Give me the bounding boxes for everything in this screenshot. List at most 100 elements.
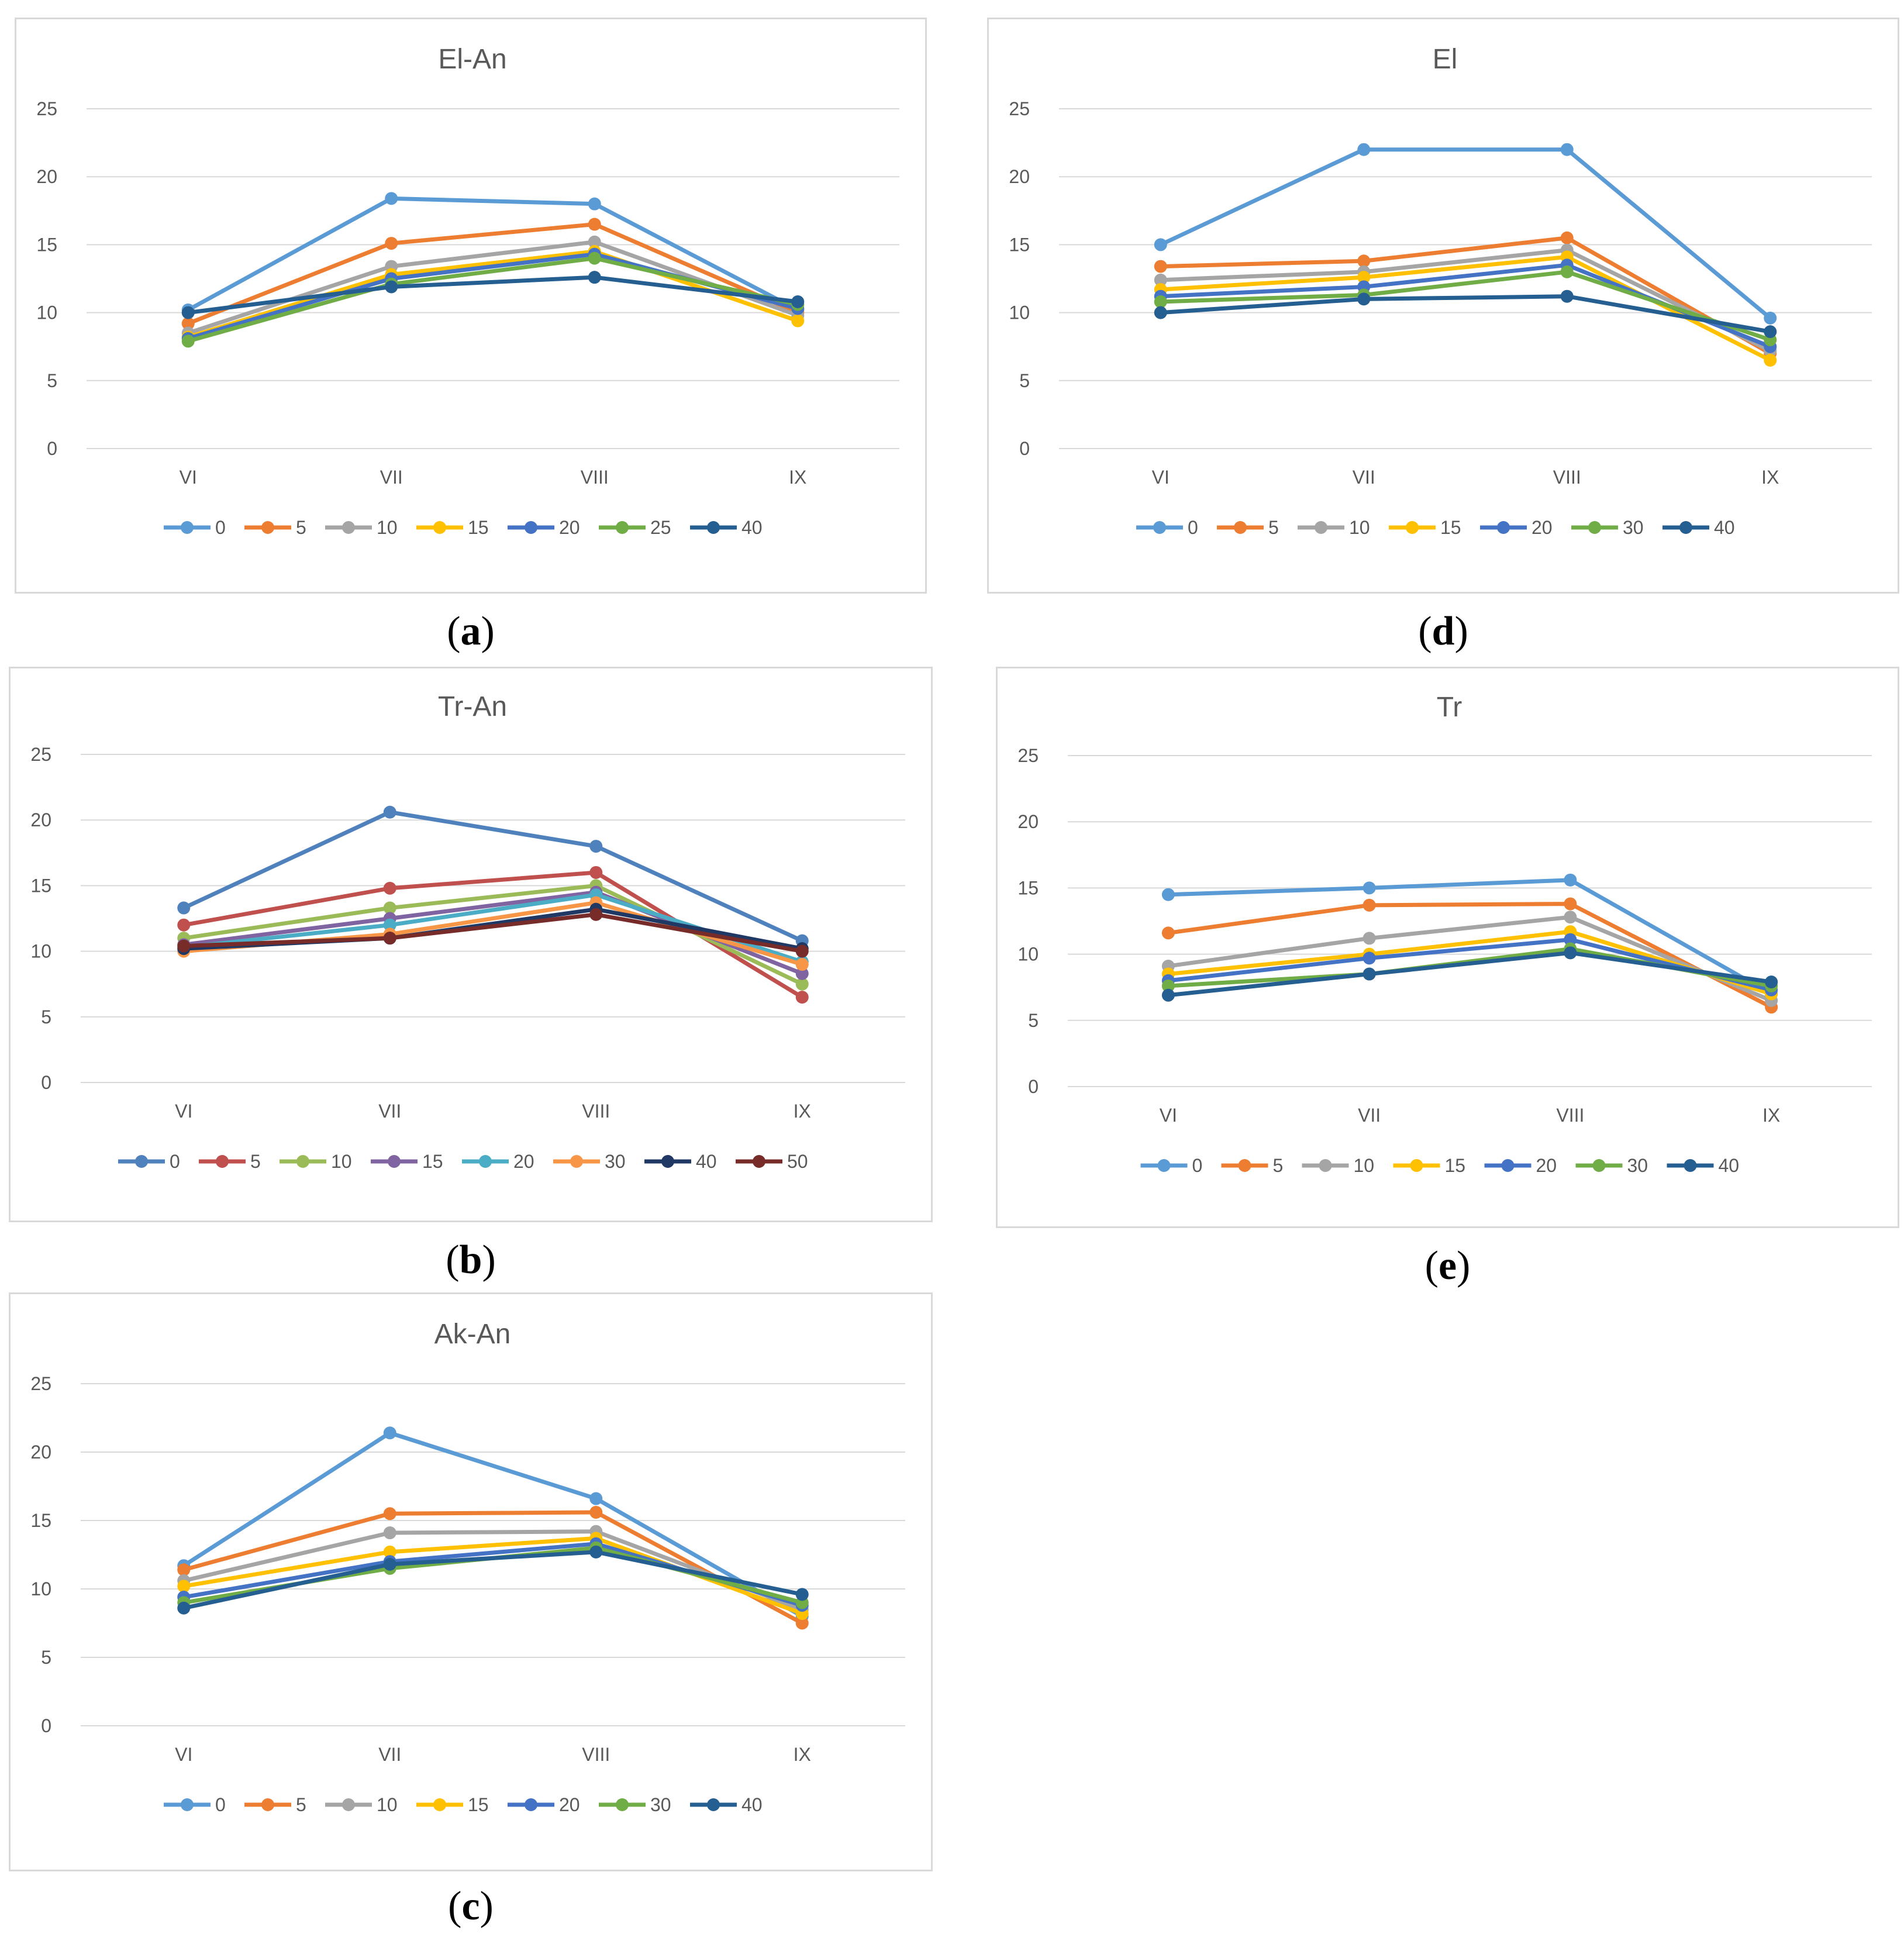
- series-line: [182, 1430, 803, 1618]
- data-point: [181, 335, 195, 348]
- chart-title: El-An: [438, 44, 506, 75]
- legend-item: 20: [1480, 517, 1553, 538]
- y-tick-label: 15: [1009, 234, 1030, 255]
- y-tick-label: 25: [1017, 745, 1039, 766]
- y-tick-label: 0: [1019, 438, 1030, 459]
- x-tick-label: IX: [789, 467, 806, 488]
- legend-label: 40: [1719, 1155, 1740, 1176]
- data-point: [1154, 238, 1167, 251]
- x-tick-label: VI: [1152, 467, 1170, 488]
- data-point: [795, 991, 809, 1004]
- x-tick-label: VIII: [582, 1101, 610, 1122]
- data-point: [177, 1563, 191, 1577]
- legend-label: 15: [468, 517, 489, 538]
- line-chart: Ak-An 0 5 10 15 20 25 VI VII VIII IX 0 5 10 15 20 30 40: [30, 1319, 905, 1815]
- y-tick-label: 25: [36, 98, 57, 119]
- data-point: [588, 197, 601, 211]
- series-line: [183, 1550, 803, 1611]
- x-tick-label: VIII: [581, 467, 609, 488]
- data-point: [589, 1545, 603, 1559]
- data-point: [1363, 932, 1376, 945]
- legend-item: 30: [1571, 517, 1644, 538]
- x-tick-label: VI: [1160, 1105, 1177, 1126]
- panel-caption: (c): [448, 1884, 494, 1929]
- data-point: [383, 805, 396, 819]
- legend-label: 15: [422, 1151, 443, 1172]
- y-tick-label: 0: [1028, 1076, 1039, 1097]
- legend-marker: [1679, 521, 1692, 534]
- data-point: [1564, 946, 1577, 960]
- legend-item: 30: [599, 1794, 671, 1815]
- legend-item: 15: [416, 517, 489, 538]
- y-tick-label: 15: [36, 234, 57, 255]
- legend-item: 15: [416, 1794, 489, 1815]
- legend-label: 30: [650, 1794, 671, 1815]
- y-tick-label: 10: [36, 302, 57, 323]
- data-point: [1357, 254, 1371, 268]
- x-tick-label: VIII: [1553, 467, 1581, 488]
- legend-item: 20: [508, 1794, 580, 1815]
- x-tick-label: VII: [1353, 467, 1375, 488]
- data-point: [383, 1545, 396, 1559]
- data-point: [795, 958, 809, 971]
- chart-title: Ak-An: [434, 1319, 511, 1350]
- legend-marker: [433, 521, 446, 534]
- legend-item: 5: [199, 1151, 261, 1172]
- legend-label: 25: [650, 517, 671, 538]
- x-tick-label: VII: [378, 1744, 401, 1765]
- data-point: [1564, 933, 1577, 946]
- x-tick-label: IX: [794, 1101, 811, 1122]
- y-tick-label: 0: [47, 438, 57, 459]
- legend-item: 10: [325, 517, 398, 538]
- legend-marker: [616, 521, 629, 534]
- y-tick-label: 5: [41, 1006, 51, 1028]
- legend-label: 30: [1627, 1155, 1648, 1176]
- legend-label: 5: [250, 1151, 261, 1172]
- legend-marker: [616, 1798, 629, 1811]
- x-tick-label: VII: [380, 467, 403, 488]
- series-line: [1168, 937, 1772, 992]
- data-point: [383, 881, 396, 895]
- legend-item: 0: [1136, 517, 1198, 538]
- data-point: [1357, 271, 1371, 284]
- series-line: [1160, 248, 1771, 353]
- legend-marker: [181, 521, 194, 534]
- data-point: [589, 908, 603, 921]
- legend-label: 20: [559, 517, 580, 538]
- data-point: [1357, 143, 1371, 156]
- legend-label: 10: [377, 517, 398, 538]
- data-point: [181, 317, 195, 330]
- legend-label: 40: [741, 1794, 763, 1815]
- y-tick-label: 20: [36, 166, 57, 187]
- y-tick-label: 20: [30, 1442, 51, 1463]
- chart-frame: Tr-An 0 5 10 15 20 25 VI VII VIII IX 0 5 10 15 20 30 40 50: [9, 667, 933, 1222]
- series-line: [188, 275, 798, 315]
- legend-item: 5: [244, 1794, 306, 1815]
- y-tick-label: 15: [1017, 877, 1039, 898]
- data-point: [177, 1580, 191, 1593]
- legend-item: 5: [1221, 1155, 1283, 1176]
- series-line: [1160, 270, 1771, 342]
- panel-caption: (e): [1424, 1243, 1471, 1288]
- legend-label: 5: [1268, 517, 1279, 538]
- data-point: [589, 866, 603, 879]
- legend-marker: [342, 1798, 355, 1811]
- data-point: [383, 1426, 396, 1440]
- data-point: [177, 939, 191, 953]
- legend-marker: [1406, 521, 1419, 534]
- data-point: [1161, 979, 1175, 992]
- series-line: [1168, 902, 1772, 1009]
- data-point: [1161, 926, 1175, 940]
- y-tick-label: 5: [1019, 370, 1030, 391]
- legend-marker: [1315, 521, 1327, 534]
- legend-marker: [1588, 521, 1601, 534]
- legend-item: 15: [371, 1151, 443, 1172]
- legend-label: 0: [1192, 1155, 1203, 1176]
- y-tick-label: 20: [1017, 811, 1039, 832]
- legend-item: 40: [1667, 1155, 1740, 1176]
- legend-marker: [216, 1155, 229, 1168]
- data-point: [1363, 951, 1376, 965]
- series-line: [183, 1529, 803, 1612]
- legend-label: 10: [331, 1151, 352, 1172]
- y-tick-label: 5: [47, 370, 57, 391]
